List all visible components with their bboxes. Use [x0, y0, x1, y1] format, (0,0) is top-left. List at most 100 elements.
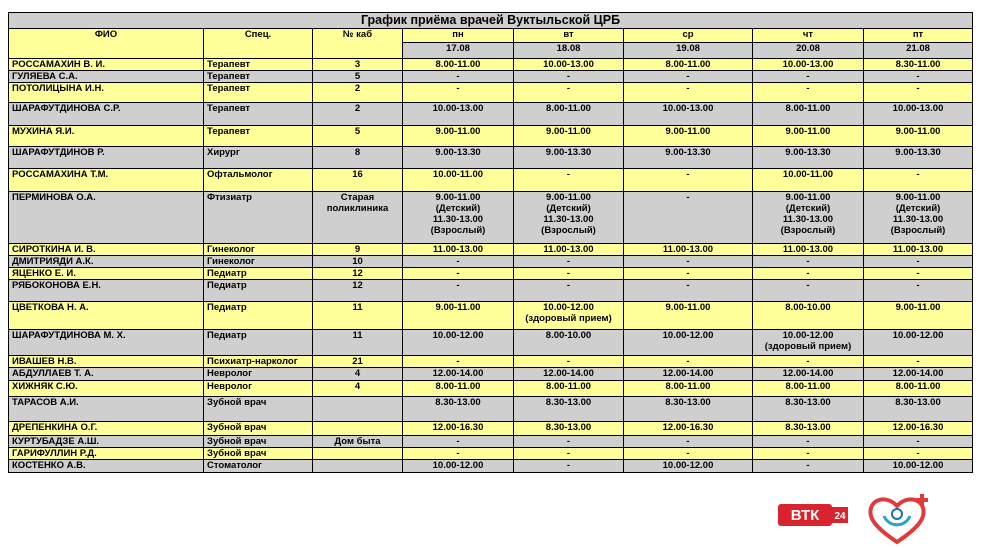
table-row: КУРТУБАДЗЕ А.Ш. Зубной врач Дом быта - - - - - — [8, 435, 974, 448]
specialty: Терапевт — [203, 102, 313, 126]
specialty: Зубной врач — [203, 447, 313, 460]
room: 4 — [312, 380, 403, 397]
schedule-cell: 8.30-13.00 — [623, 396, 753, 422]
schedule-cell: 10.00-12.00 — [623, 459, 753, 473]
specialty: Невролог — [203, 380, 313, 397]
doctor-name: КОСТЕНКО А.В. — [8, 459, 204, 473]
schedule-cell: 11.00-13.00 — [862, 243, 974, 256]
date-header: 20.08 — [752, 42, 864, 59]
schedule-cell: 9.00-11.00 (Детский) 11.30-13.00 (Взросл… — [752, 191, 864, 244]
schedule-cell: - — [513, 267, 624, 280]
table-row: ГУЛЯЕВА С.А. Терапевт 5- - - - - — [8, 70, 974, 83]
schedule-cell: - — [402, 82, 514, 103]
schedule-cell: 10.00-13.00 — [623, 102, 753, 126]
specialty: Терапевт — [203, 82, 313, 103]
schedule-cell: 12.00-14.00 — [402, 367, 514, 381]
doctor-name: СИРОТКИНА И. В. — [8, 243, 204, 256]
schedule-cell: - — [402, 279, 514, 302]
schedule-cell: - — [402, 435, 514, 448]
logo-box — [778, 504, 832, 526]
doctor-name: ДРЕПЕНКИНА О.Г. — [8, 421, 204, 436]
schedule-cell: - — [752, 279, 864, 302]
table-row: РЯБОКОНОВА Е.Н. Педиатр 12- - - - - — [8, 279, 974, 302]
doctor-name: КУРТУБАДЗЕ А.Ш. — [8, 435, 204, 448]
specialty: Педиатр — [203, 301, 313, 330]
column-header: Спец. — [203, 28, 313, 59]
schedule-cell: - — [513, 70, 624, 83]
doctor-name: РОССАМАХИНА Т.М. — [8, 168, 204, 192]
schedule-cell: 8.00-10.00 — [513, 329, 624, 356]
table-row: ДРЕПЕНКИНА О.Г. Зубной врач 12.00-16.30 8.3… — [8, 421, 974, 436]
specialty: Офтальмолог — [203, 168, 313, 192]
schedule-cell: 9.00-11.00 — [862, 125, 974, 147]
schedule-cell: 10.00-12.00 — [402, 459, 514, 473]
doctor-name: ГУЛЯЕВА С.А. — [8, 70, 204, 83]
schedule-cell: 9.00-11.00 — [623, 301, 753, 330]
schedule-cell: 9.00-13.30 — [752, 146, 864, 169]
table-row: РОССАМАХИН В. И. Терапевт 3 8.00-11.00 10.00… — [8, 58, 974, 71]
schedule-cell: - — [862, 355, 974, 368]
table-row: ГАРИФУЛЛИН Р.Д. Зубной врач - - - - - — [8, 447, 974, 460]
column-header: № каб — [312, 28, 403, 59]
table-row: ПОТОЛИЦЫНА И.Н. Терапевт 2- - - - - — [8, 82, 974, 103]
schedule-cell: 11.00-13.00 — [623, 243, 753, 256]
schedule-cell: 9.00-13.30 — [862, 146, 974, 169]
room — [312, 396, 403, 422]
doctor-name: ТАРАСОВ А.И. — [8, 396, 204, 422]
specialty: Зубной врач — [203, 435, 313, 448]
schedule-cell: - — [623, 191, 753, 244]
schedule-cell: 12.00-14.00 — [513, 367, 624, 381]
schedule-cell: - — [402, 70, 514, 83]
date-header: 17.08 — [402, 42, 514, 59]
schedule-cell: - — [402, 255, 514, 268]
specialty: Педиатр — [203, 267, 313, 280]
schedule-cell: 8.30-13.00 — [752, 396, 864, 422]
room: 11 — [312, 329, 403, 356]
table-row: ИВАШЕВ Н.В. Психиатр-нарколог 21- - - - - — [8, 355, 974, 368]
day-header: пт — [862, 28, 974, 43]
heart-icon — [868, 497, 926, 545]
specialty: Невролог — [203, 367, 313, 381]
specialty: Стоматолог — [203, 459, 313, 473]
schedule-cell: 8.30-13.00 — [402, 396, 514, 422]
plus-icon — [916, 494, 928, 506]
logo-badge: 24 — [834, 511, 846, 522]
specialty: Педиатр — [203, 279, 313, 302]
schedule-cell: 12.00-16.30 — [862, 421, 974, 436]
table-row: КОСТЕНКО А.В. Стоматолог 10.00-12.00-10.00… — [8, 459, 974, 473]
schedule-cell: 8.00-11.00 — [402, 380, 514, 397]
schedule-cell: - — [623, 279, 753, 302]
schedule-cell: 9.00-13.30 — [402, 146, 514, 169]
room: 4 — [312, 367, 403, 381]
schedule-cell: 12.00-16.30 — [623, 421, 753, 436]
room: 21 — [312, 355, 403, 368]
specialty: Гинеколог — [203, 243, 313, 256]
schedule-cell: 11.00-13.00 — [752, 243, 864, 256]
schedule-cell: - — [752, 447, 864, 460]
schedule-cell: 8.00-11.00 — [862, 380, 974, 397]
table-row: ДМИТРИЯДИ А.К. Гинеколог 10- - - - - — [8, 255, 974, 268]
schedule-cell: 10.00-11.00 — [752, 168, 864, 192]
table-row: СИРОТКИНА И. В. Гинеколог 9 11.00-13.00 11.0… — [8, 243, 974, 256]
room: 3 — [312, 58, 403, 71]
schedule-cell: 8.30-13.00 — [752, 421, 864, 436]
schedule-cell: 8.00-11.00 — [513, 102, 624, 126]
schedule-cell: - — [513, 459, 624, 473]
schedule-cell: 8.00-11.00 — [752, 380, 864, 397]
schedule-cell: - — [513, 82, 624, 103]
heart-inner — [882, 515, 912, 527]
doctor-name: ШАРАФУТДИНОВ Р. — [8, 146, 204, 169]
date-header: 18.08 — [513, 42, 624, 59]
date-header: 19.08 — [623, 42, 753, 59]
doctor-name: ЦВЕТКОВА Н. А. — [8, 301, 204, 330]
schedule-cell: 8.00-11.00 — [513, 380, 624, 397]
room: Старая поликлиника — [312, 191, 403, 244]
schedule-cell: 10.00-12.00 — [623, 329, 753, 356]
room: 12 — [312, 279, 403, 302]
schedule-cell: - — [862, 435, 974, 448]
doctor-name: ЯЦЕНКО Е. И. — [8, 267, 204, 280]
room: 5 — [312, 70, 403, 83]
room — [312, 459, 403, 473]
schedule-cell: - — [862, 279, 974, 302]
table-row: ЯЦЕНКО Е. И. Педиатр 12- - - - - — [8, 267, 974, 280]
